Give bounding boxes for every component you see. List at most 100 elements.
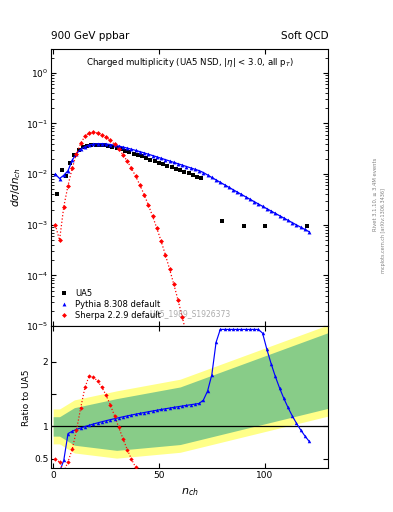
Sherpa 2.2.9 default — [159, 238, 163, 244]
Legend: UA5, Pythia 8.308 default, Sherpa 2.2.9 default: UA5, Pythia 8.308 default, Sherpa 2.2.9 … — [55, 288, 163, 322]
UA5 — [102, 142, 107, 148]
Sherpa 2.2.9 default — [125, 158, 130, 164]
UA5 — [55, 191, 60, 198]
Sherpa 2.2.9 default — [83, 133, 87, 139]
Sherpa 2.2.9 default — [95, 130, 100, 136]
Line: Sherpa 2.2.9 default: Sherpa 2.2.9 default — [53, 131, 260, 512]
Line: Pythia 8.308 default: Pythia 8.308 default — [53, 142, 311, 233]
Text: UA5_1989_S1926373: UA5_1989_S1926373 — [149, 309, 230, 318]
Pythia 8.308 default — [193, 166, 197, 173]
Text: Rivet 3.1.10, ≥ 3.4M events: Rivet 3.1.10, ≥ 3.4M events — [373, 158, 378, 231]
Pythia 8.308 default — [99, 141, 104, 147]
UA5 — [199, 175, 204, 181]
Sherpa 2.2.9 default — [87, 130, 92, 136]
Sherpa 2.2.9 default — [66, 182, 70, 188]
Text: Soft QCD: Soft QCD — [281, 31, 328, 41]
UA5 — [59, 167, 64, 173]
UA5 — [114, 145, 119, 152]
UA5 — [136, 152, 140, 158]
UA5 — [76, 147, 81, 154]
Sherpa 2.2.9 default — [61, 204, 66, 210]
UA5 — [119, 146, 123, 153]
UA5 — [72, 152, 77, 158]
UA5 — [97, 142, 102, 148]
UA5 — [89, 142, 94, 148]
UA5 — [64, 173, 68, 179]
Sherpa 2.2.9 default — [150, 213, 155, 219]
UA5 — [110, 144, 115, 150]
Sherpa 2.2.9 default — [112, 141, 117, 147]
UA5 — [81, 144, 85, 151]
UA5 — [148, 157, 153, 163]
UA5 — [174, 166, 178, 172]
UA5 — [140, 154, 144, 160]
Sherpa 2.2.9 default — [91, 130, 96, 136]
UA5 — [131, 151, 136, 157]
UA5 — [263, 223, 267, 229]
Sherpa 2.2.9 default — [214, 477, 219, 483]
Line: UA5: UA5 — [55, 142, 309, 228]
UA5 — [93, 142, 98, 148]
UA5 — [161, 161, 165, 167]
UA5 — [195, 174, 199, 180]
UA5 — [144, 155, 149, 161]
Sherpa 2.2.9 default — [70, 165, 75, 171]
Sherpa 2.2.9 default — [116, 146, 121, 152]
Text: Charged multiplicity (UA5 NSD, $|\eta|$ < 3.0, all p$_T$): Charged multiplicity (UA5 NSD, $|\eta|$ … — [86, 56, 294, 69]
UA5 — [127, 149, 132, 155]
Sherpa 2.2.9 default — [154, 225, 159, 231]
Pythia 8.308 default — [209, 175, 214, 181]
Sherpa 2.2.9 default — [146, 202, 151, 208]
Y-axis label: Ratio to UA5: Ratio to UA5 — [22, 369, 31, 425]
Sherpa 2.2.9 default — [53, 222, 58, 228]
Sherpa 2.2.9 default — [201, 410, 206, 416]
Sherpa 2.2.9 default — [163, 251, 168, 258]
UA5 — [84, 143, 89, 149]
Pythia 8.308 default — [277, 212, 282, 219]
Sherpa 2.2.9 default — [180, 314, 185, 320]
Sherpa 2.2.9 default — [167, 266, 172, 272]
Sherpa 2.2.9 default — [121, 152, 125, 158]
UA5 — [169, 164, 174, 170]
Sherpa 2.2.9 default — [129, 165, 134, 172]
Pythia 8.308 default — [116, 143, 121, 149]
Sherpa 2.2.9 default — [142, 191, 147, 198]
Sherpa 2.2.9 default — [104, 134, 108, 140]
UA5 — [186, 170, 191, 177]
UA5 — [123, 147, 127, 154]
Pythia 8.308 default — [108, 141, 113, 147]
Sherpa 2.2.9 default — [209, 454, 214, 460]
Pythia 8.308 default — [307, 229, 312, 235]
UA5 — [178, 167, 182, 174]
Sherpa 2.2.9 default — [197, 389, 202, 395]
Sherpa 2.2.9 default — [138, 182, 142, 188]
UA5 — [191, 172, 195, 178]
UA5 — [182, 169, 187, 175]
Sherpa 2.2.9 default — [193, 369, 197, 375]
UA5 — [152, 158, 157, 164]
UA5 — [220, 218, 225, 224]
Pythia 8.308 default — [146, 151, 151, 157]
UA5 — [241, 223, 246, 229]
X-axis label: $n_{ch}$: $n_{ch}$ — [181, 486, 198, 498]
Sherpa 2.2.9 default — [57, 237, 62, 243]
Text: mcplots.cern.ch [arXiv:1306.3436]: mcplots.cern.ch [arXiv:1306.3436] — [381, 188, 386, 273]
Sherpa 2.2.9 default — [176, 297, 180, 303]
Sherpa 2.2.9 default — [184, 331, 189, 337]
Sherpa 2.2.9 default — [188, 350, 193, 356]
Sherpa 2.2.9 default — [108, 137, 113, 143]
UA5 — [68, 160, 72, 166]
UA5 — [165, 163, 170, 169]
Sherpa 2.2.9 default — [205, 431, 210, 437]
Sherpa 2.2.9 default — [78, 140, 83, 146]
Sherpa 2.2.9 default — [99, 132, 104, 138]
Y-axis label: $d\sigma/dn_{ch}$: $d\sigma/dn_{ch}$ — [9, 167, 23, 207]
Sherpa 2.2.9 default — [133, 173, 138, 179]
UA5 — [305, 223, 309, 229]
UA5 — [106, 143, 110, 150]
Sherpa 2.2.9 default — [171, 281, 176, 287]
Pythia 8.308 default — [53, 171, 58, 177]
Sherpa 2.2.9 default — [74, 151, 79, 157]
UA5 — [156, 160, 161, 166]
Sherpa 2.2.9 default — [218, 501, 223, 507]
